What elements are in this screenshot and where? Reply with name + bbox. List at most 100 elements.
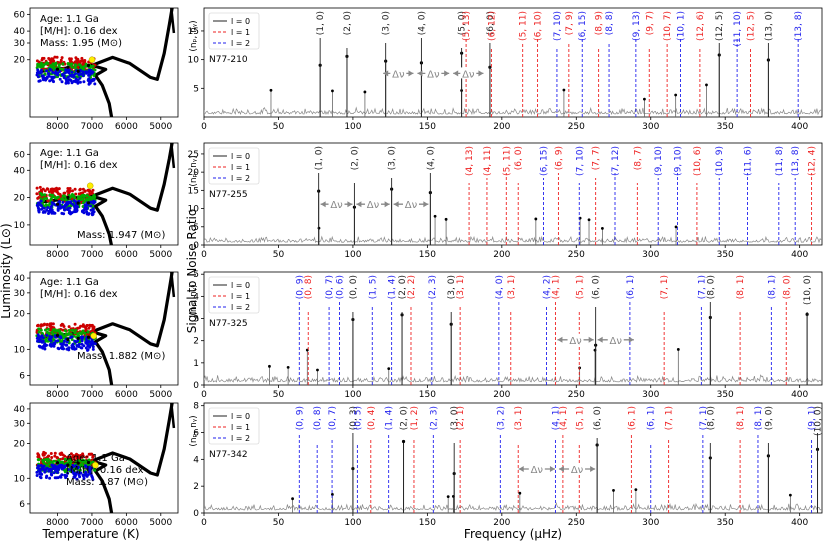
mode-label: (3, 0): [450, 406, 460, 430]
model-point: [91, 455, 95, 459]
hr-annotation: [M/H]: 0.16 dex: [40, 289, 118, 300]
model-point: [68, 187, 72, 190]
mode-label: (6, 15): [540, 146, 550, 176]
model-point: [45, 187, 49, 191]
mode-label: (6, 15): [578, 11, 588, 41]
x-tick-label: 0: [201, 250, 207, 260]
mode-label: (1, 4): [388, 275, 398, 299]
y-tick-label: 30: [14, 39, 26, 49]
y-tick-label: 30: [14, 419, 26, 429]
y-tick-label: 40: [14, 405, 26, 415]
model-point: [60, 211, 64, 215]
model-point: [58, 70, 62, 73]
model-point: [61, 347, 65, 351]
model-point: [48, 323, 52, 327]
model-point: [87, 326, 91, 330]
model-point: [87, 469, 91, 473]
peak-marker: [444, 217, 448, 221]
model-point: [41, 339, 45, 343]
mode-label: (6, 1): [626, 275, 636, 299]
model-point: [38, 79, 42, 83]
hr-annotation: Mass: 1.87 (M⊙): [66, 477, 148, 488]
model-point: [70, 62, 74, 66]
hr-annotation: Age: 1.1 Ga: [40, 148, 99, 159]
model-point: [39, 62, 43, 66]
y-tick-label: 5: [193, 223, 199, 233]
mode-label: (2, 1): [456, 406, 466, 430]
model-point: [46, 206, 50, 210]
x-tick-label: 8000: [46, 122, 69, 132]
arrow-head: [557, 336, 563, 343]
mode-label: (9, 7): [645, 11, 655, 35]
delta-nu-label: Δν: [610, 336, 623, 347]
model-point: [66, 187, 70, 190]
model-point: [37, 330, 41, 334]
peak-marker: [705, 83, 708, 87]
model-point: [36, 464, 40, 468]
model-point: [39, 323, 43, 327]
model-point: [80, 209, 84, 213]
mode-label: (12, 4): [808, 146, 818, 176]
model-point: [81, 70, 85, 74]
mode-label: (6, 0): [486, 11, 496, 35]
x-tick-label: 400: [791, 122, 808, 132]
legend-label: l = 0: [231, 281, 250, 290]
model-point: [80, 56, 84, 60]
mode-label: (6, 12): [487, 11, 497, 41]
y-tick-label: 10: [188, 205, 200, 215]
peak-marker: [788, 493, 792, 497]
best-fit-point: [86, 460, 91, 465]
delta-nu-bg: [528, 463, 545, 474]
model-point: [47, 57, 51, 60]
mode-label: (9, 13): [632, 11, 642, 41]
model-point: [81, 191, 85, 195]
hr-annotation: [M/H]: 0.16 dex: [40, 160, 118, 171]
model-point: [67, 325, 71, 329]
x-tick-label: 200: [493, 518, 510, 528]
model-point: [72, 454, 76, 458]
star-name-bg: [207, 316, 253, 328]
delta-nu-label: Δν: [462, 69, 475, 80]
x-tick-label: 350: [717, 250, 734, 260]
model-point: [86, 212, 90, 216]
model-point: [61, 68, 65, 71]
legend-box: [208, 276, 260, 314]
arrow-head: [518, 466, 524, 472]
model-point: [50, 210, 54, 214]
model-point: [71, 328, 74, 332]
model-point: [81, 63, 85, 66]
model-point: [38, 469, 42, 473]
best-fit-point: [66, 195, 70, 199]
x-tick-label: 6000: [115, 518, 138, 528]
delta-nu-label: Δν: [531, 465, 544, 476]
delta-nu-bg: [365, 198, 382, 210]
model-point: [59, 475, 63, 479]
model-point: [72, 210, 76, 214]
model-point: [45, 69, 49, 73]
legend-label: l = 2: [231, 39, 250, 48]
mode-label: (9, 1): [808, 406, 818, 430]
model-point: [39, 464, 43, 467]
model-point: [51, 79, 55, 83]
mode-label: (3, 2): [496, 406, 506, 430]
model-point: [48, 190, 51, 194]
mode-label: (4, 13): [465, 146, 475, 176]
model-point: [39, 197, 43, 201]
x-tick-label: 350: [717, 390, 734, 400]
model-point: [62, 466, 66, 470]
model-point: [73, 204, 77, 208]
mode-label: (13, 8): [794, 11, 804, 41]
model-point: [47, 74, 51, 78]
delta-nu-bg: [402, 198, 419, 210]
x-tick-label: 8000: [46, 250, 69, 260]
model-point: [90, 196, 94, 200]
model-point: [73, 339, 77, 343]
delta-nu-bg: [390, 67, 407, 79]
model-point: [70, 74, 74, 78]
mode-label: (12, 5): [715, 11, 725, 41]
y-tick-label: 1: [193, 359, 199, 369]
model-point: [88, 452, 92, 456]
delta-nu-bg: [607, 333, 624, 345]
model-point: [77, 342, 81, 346]
mode-label: (8, 0): [706, 406, 716, 430]
